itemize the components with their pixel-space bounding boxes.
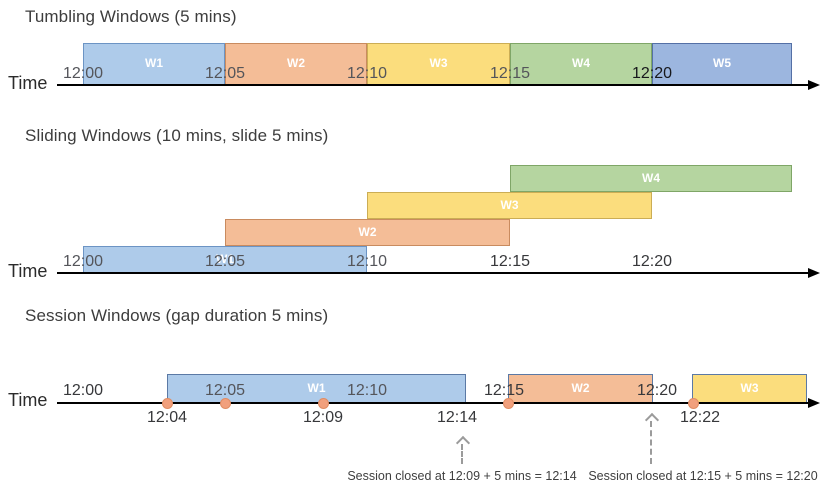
sliding-section-title: Sliding Windows (10 mins, slide 5 mins) xyxy=(25,126,329,145)
window-label: W3 xyxy=(429,56,448,70)
session-section-title: Session Windows (gap duration 5 mins) xyxy=(25,306,329,325)
annotation-arrow-up-icon xyxy=(455,435,471,451)
window-label: W1 xyxy=(145,56,163,70)
tumbling-window-bar-w4: W4 xyxy=(510,43,652,85)
session-closed-annotation-1: Session closed at 12:09 + 5 mins = 12:14 xyxy=(347,469,577,483)
session-closed-annotation-2: Session closed at 12:15 + 5 mins = 12:20 xyxy=(588,469,818,483)
sliding-window-bar-w3: W3 xyxy=(367,192,652,219)
event-label-1209: 12:09 xyxy=(302,409,344,426)
window-label: W2 xyxy=(287,56,305,70)
event-label-1214: 12:14 xyxy=(436,409,478,426)
tumbling-timeline xyxy=(57,84,810,86)
annotation-arrow-stem xyxy=(461,444,463,464)
window-label: W2 xyxy=(571,381,590,395)
tumbling-window-bar-w1: W1 xyxy=(83,43,225,85)
sliding-tick-1200: 12:00 xyxy=(62,253,104,270)
event-dot-1222 xyxy=(688,398,699,409)
window-label: W5 xyxy=(713,56,731,70)
session-tick-1205: 12:05 xyxy=(204,382,246,399)
event-label-1204: 12:04 xyxy=(146,409,188,426)
sliding-time-axis-label: Time xyxy=(8,261,48,281)
session-window-bar-w2: W2 xyxy=(508,374,653,403)
sliding-timeline xyxy=(57,272,810,274)
event-dot-1215 xyxy=(503,398,514,409)
sliding-window-bar-w1: W1 xyxy=(83,246,367,273)
window-label: W1 xyxy=(216,252,234,266)
session-tick-1215: 12:15 xyxy=(483,382,525,399)
event-dot-1209 xyxy=(318,398,329,409)
window-label: W2 xyxy=(358,225,377,239)
session-tick-1210: 12:10 xyxy=(346,382,388,399)
session-tick-1200: 12:00 xyxy=(62,382,104,399)
window-label: W4 xyxy=(642,171,660,185)
window-label: W3 xyxy=(500,198,519,212)
sliding-tick-1220: 12:20 xyxy=(631,253,673,270)
session-window-bar-w3: W3 xyxy=(692,374,807,403)
tumbling-timeline-arrowhead-icon xyxy=(808,80,820,90)
annotation-arrow-up-icon xyxy=(644,412,660,428)
tumbling-tick-1205: 12:05 xyxy=(204,65,246,82)
sliding-window-bar-w2: W2 xyxy=(225,219,510,246)
tumbling-window-bar-w3: W3 xyxy=(367,43,510,85)
tumbling-section-title: Tumbling Windows (5 mins) xyxy=(25,7,237,26)
tumbling-window-bar-w5: W5 xyxy=(652,43,792,85)
annotation-arrow-stem xyxy=(650,421,652,464)
sliding-tick-1205: 12:05 xyxy=(204,253,246,270)
sliding-window-bar-w4: W4 xyxy=(510,165,792,192)
window-label: W4 xyxy=(572,56,590,70)
sliding-tick-1215: 12:15 xyxy=(489,253,531,270)
tumbling-tick-1215: 12:15 xyxy=(489,65,531,82)
session-timeline-arrowhead-icon xyxy=(808,398,820,408)
session-timeline xyxy=(57,402,810,404)
tumbling-window-bar-w2: W2 xyxy=(225,43,367,85)
tumbling-tick-1200: 12:00 xyxy=(62,65,104,82)
session-tick-1220: 12:20 xyxy=(636,382,678,399)
tumbling-tick-1210: 12:10 xyxy=(346,65,388,82)
sliding-timeline-arrowhead-icon xyxy=(808,268,820,278)
event-label-1222: 12:22 xyxy=(679,409,721,426)
sliding-tick-1210: 12:10 xyxy=(346,253,388,270)
session-time-axis-label: Time xyxy=(8,390,48,410)
event-dot-1204 xyxy=(162,398,173,409)
tumbling-time-axis-label: Time xyxy=(8,73,48,93)
window-label: W1 xyxy=(307,381,326,395)
tumbling-tick-1220: 12:20 xyxy=(631,65,673,82)
event-dot-1205 xyxy=(220,398,231,409)
window-label: W3 xyxy=(740,381,759,395)
